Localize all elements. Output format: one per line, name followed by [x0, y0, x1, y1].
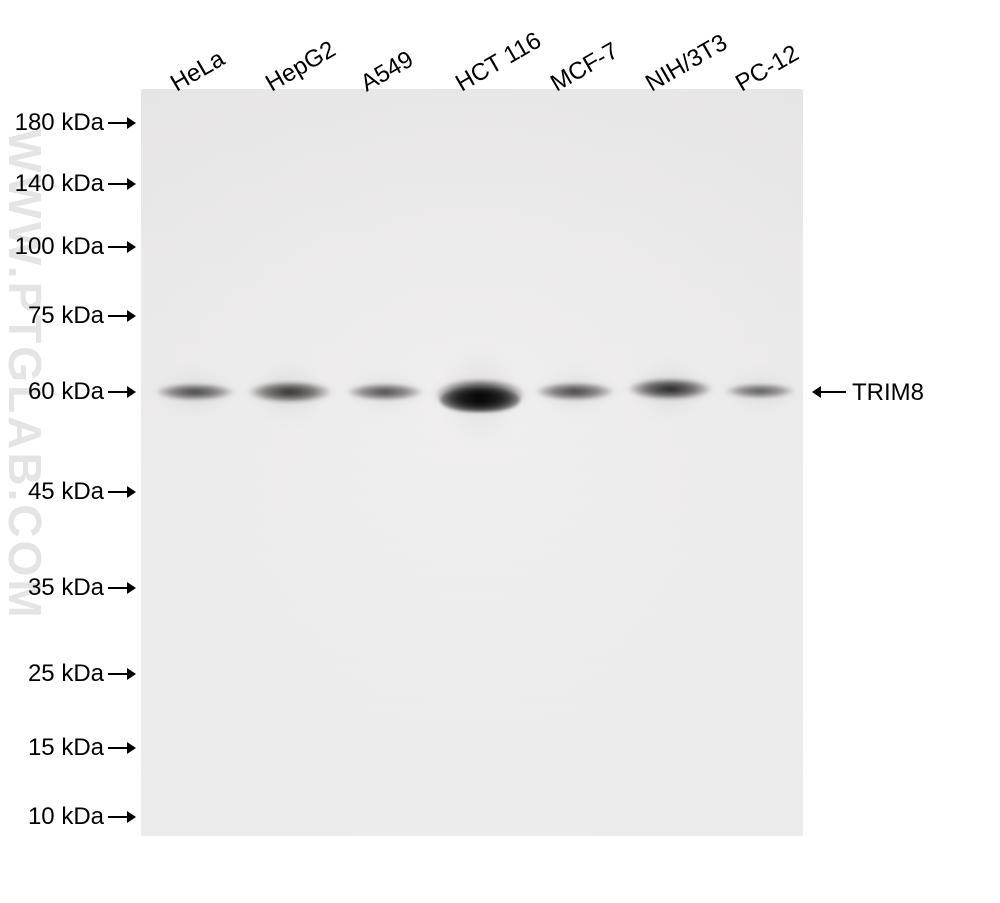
- marker-label: 60 kDa: [28, 378, 104, 406]
- arrow-right-icon: [108, 739, 136, 757]
- protein-band: [725, 384, 795, 398]
- arrow-right-icon: [108, 579, 136, 597]
- protein-band: [629, 379, 711, 399]
- marker-label: 140 kDa: [15, 170, 104, 198]
- arrow-right-icon: [108, 307, 136, 325]
- protein-band: [156, 384, 234, 400]
- arrow-right-icon: [108, 483, 136, 501]
- marker-label: 75 kDa: [28, 302, 104, 330]
- marker-label: 45 kDa: [28, 478, 104, 506]
- protein-band: [347, 384, 423, 400]
- marker-label: 25 kDa: [28, 660, 104, 688]
- protein-band: [536, 383, 614, 400]
- arrow-right-icon: [108, 114, 136, 132]
- lane-label: NIH/3T3: [641, 29, 732, 98]
- protein-band: [249, 382, 331, 402]
- arrow-right-icon: [108, 238, 136, 256]
- lane-label: HCT 116: [451, 27, 546, 98]
- marker-label: 35 kDa: [28, 574, 104, 602]
- western-blot-membrane: [141, 89, 803, 836]
- arrow-right-icon: [108, 175, 136, 193]
- arrow-right-icon: [108, 665, 136, 683]
- target-band-label: TRIM8: [852, 379, 924, 407]
- marker-label: 15 kDa: [28, 734, 104, 762]
- marker-label: 180 kDa: [15, 109, 104, 137]
- arrow-right-icon: [108, 383, 136, 401]
- marker-label: 100 kDa: [15, 233, 104, 261]
- marker-label: 10 kDa: [28, 803, 104, 831]
- protein-band: [440, 388, 520, 412]
- arrow-right-icon: [108, 808, 136, 826]
- target-arrow-icon: [812, 383, 846, 401]
- watermark-text: WWW.PTGLAB.COM: [0, 129, 52, 621]
